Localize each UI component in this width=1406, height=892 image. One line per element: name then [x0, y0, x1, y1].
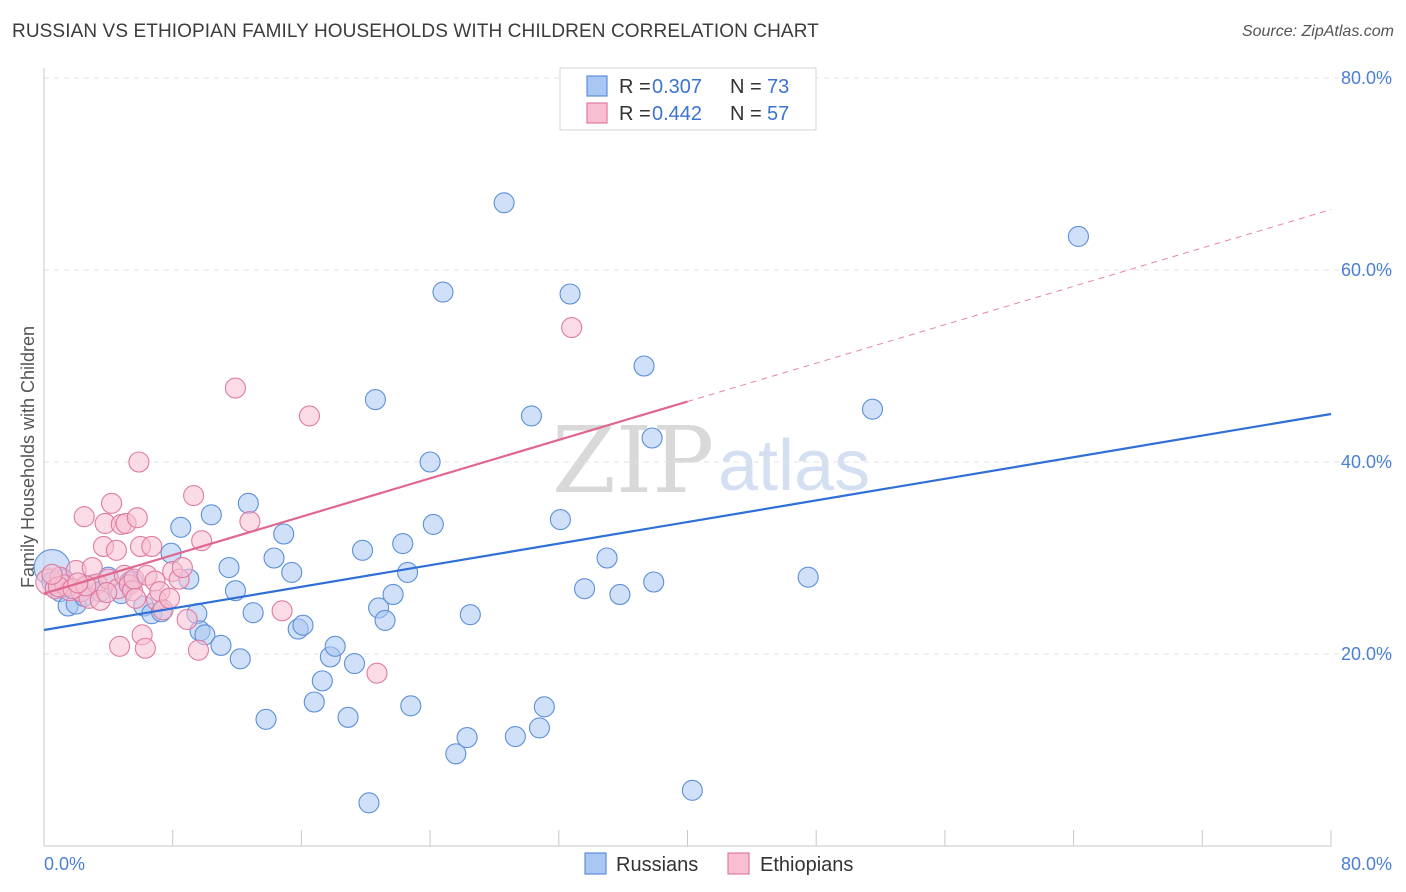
y-tick-label-40: 40.0%: [1341, 452, 1392, 472]
y-tick-label-20: 20.0%: [1341, 644, 1392, 664]
russian-point: [211, 635, 231, 655]
legend-swatch-ethiopians: [587, 103, 607, 123]
scatter-chart: ZIP atlas Family Households with Childre…: [0, 0, 1406, 892]
russian-point: [359, 793, 379, 813]
russian-point: [353, 540, 373, 560]
ethiopian-point: [110, 636, 130, 656]
ethiopian-point: [127, 508, 147, 528]
russian-point: [634, 356, 654, 376]
legend-r-value-russians: 0.307: [652, 76, 702, 98]
gridlines: [44, 78, 1392, 654]
ethiopian-point: [159, 588, 179, 608]
russian-point: [433, 282, 453, 302]
watermark-atlas: atlas: [718, 426, 870, 506]
ethiopian-point: [188, 640, 208, 660]
russian-point: [230, 649, 250, 669]
x-tick-label-min: 0.0%: [44, 854, 85, 874]
russian-point: [219, 558, 239, 578]
ethiopian-point: [184, 486, 204, 506]
russian-point: [863, 399, 883, 419]
ethiopian-point: [135, 638, 155, 658]
russian-point: [521, 406, 541, 426]
y-axis-label: Family Households with Children: [18, 326, 38, 588]
ethiopian-point: [129, 452, 149, 472]
ethiopian-point: [172, 558, 192, 578]
ethiopian-point: [177, 609, 197, 629]
russian-point: [610, 584, 630, 604]
bottom-legend-label-ethiopians: Ethiopians: [760, 854, 853, 876]
russian-point: [505, 727, 525, 747]
ethiopian-point: [126, 588, 146, 608]
legend-r-value-ethiopians: 0.442: [652, 103, 702, 125]
russian-point: [457, 728, 477, 748]
russian-point: [201, 505, 221, 525]
legend-n-label-russians: N =: [730, 76, 762, 98]
legend-box: R = 0.307 N = 73 R = 0.442 N = 57: [560, 68, 816, 130]
russian-point: [171, 517, 191, 537]
x-tick-label-max: 80.0%: [1341, 854, 1392, 874]
ethiopian-point: [42, 564, 62, 584]
russian-point: [375, 610, 395, 630]
legend-r-label-ethiopians: R =: [619, 103, 651, 125]
y-tick-labels: 20.0% 40.0% 60.0% 80.0%: [1341, 68, 1392, 664]
russian-point: [529, 718, 549, 738]
russian-point: [293, 615, 313, 635]
russian-point: [460, 605, 480, 625]
russian-point: [274, 524, 294, 544]
russian-point: [401, 696, 421, 716]
russian-point: [393, 534, 413, 554]
russian-point: [494, 193, 514, 213]
russian-point: [243, 603, 263, 623]
russian-point: [420, 452, 440, 472]
russian-point: [682, 780, 702, 800]
bottom-legend-swatch-ethiopians: [728, 853, 749, 874]
x-axis-ticks: [44, 830, 1331, 846]
russian-point: [550, 510, 570, 530]
trendline-ethiopians-extrapolated: [688, 210, 1332, 402]
russian-point: [325, 636, 345, 656]
ethiopian-point: [272, 601, 292, 621]
russian-point: [560, 284, 580, 304]
ethiopian-point: [367, 663, 387, 683]
russian-point: [304, 692, 324, 712]
russian-point: [344, 654, 364, 674]
ethiopian-point: [299, 406, 319, 426]
bottom-legend-label-russians: Russians: [616, 854, 698, 876]
watermark-zip: ZIP: [552, 407, 714, 514]
russian-point: [534, 697, 554, 717]
y-tick-label-60: 60.0%: [1341, 260, 1392, 280]
russian-point: [575, 579, 595, 599]
russian-point: [264, 548, 284, 568]
legend-n-label-ethiopians: N =: [730, 103, 762, 125]
ethiopian-point: [240, 512, 260, 532]
bottom-legend: Russians Ethiopians: [585, 853, 853, 876]
russian-point: [238, 493, 258, 513]
ethiopian-point: [106, 540, 126, 560]
russian-point: [365, 390, 385, 410]
legend-n-value-russians: 73: [767, 76, 789, 98]
bottom-legend-swatch-russians: [585, 853, 606, 874]
russian-point: [423, 514, 443, 534]
russian-point: [798, 567, 818, 587]
ethiopian-point: [74, 507, 94, 527]
ethiopian-point: [102, 493, 122, 513]
ethiopian-point: [97, 583, 117, 603]
ethiopian-point: [142, 536, 162, 556]
russian-point: [256, 709, 276, 729]
russian-point: [282, 562, 302, 582]
legend-swatch-russians: [587, 76, 607, 96]
russian-point: [644, 572, 664, 592]
russian-point: [642, 428, 662, 448]
ethiopian-point: [562, 318, 582, 338]
ethiopian-point: [225, 378, 245, 398]
legend-n-value-ethiopians: 57: [767, 103, 789, 125]
y-tick-label-80: 80.0%: [1341, 68, 1392, 88]
russian-point: [1068, 226, 1088, 246]
legend-r-label-russians: R =: [619, 76, 651, 98]
russian-point: [383, 584, 403, 604]
russian-point: [398, 562, 418, 582]
russian-point: [312, 671, 332, 691]
russian-point: [338, 707, 358, 727]
russian-point: [597, 548, 617, 568]
